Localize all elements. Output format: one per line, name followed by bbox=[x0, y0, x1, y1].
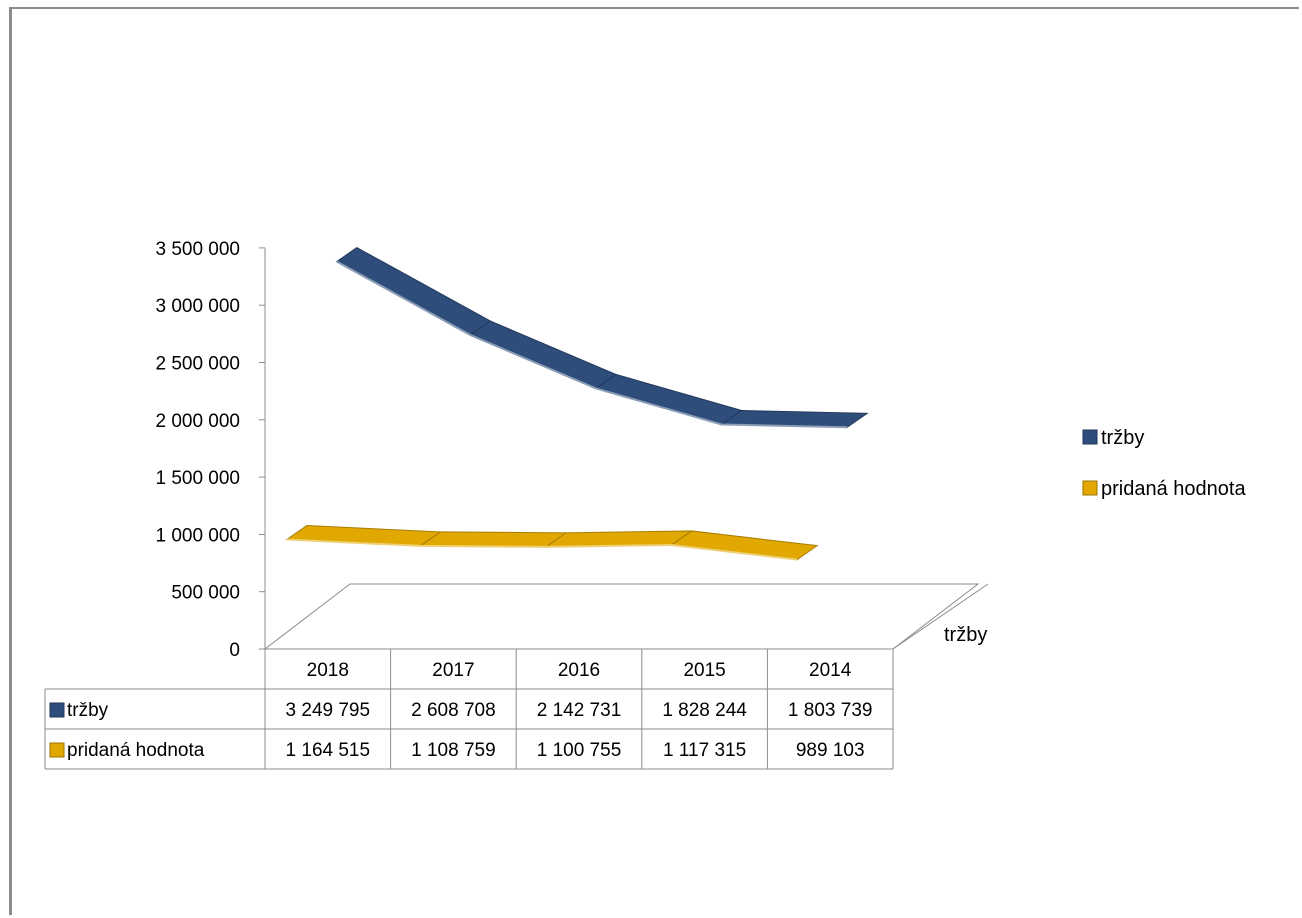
legend: tržby pridaná hodnota bbox=[1082, 427, 1246, 500]
y-tick-label: 1 000 000 bbox=[155, 525, 240, 546]
legend-label: pridaná hodnota bbox=[1101, 478, 1246, 500]
y-tick-label: 0 bbox=[229, 640, 240, 661]
table-legend-swatch bbox=[49, 742, 65, 758]
table-cell: 1 164 515 bbox=[286, 740, 371, 761]
table-cell: 989 103 bbox=[796, 740, 865, 761]
table-row-label: tržby bbox=[67, 700, 109, 721]
series-ribbon bbox=[335, 246, 869, 429]
y-tick-label: 3 000 000 bbox=[155, 296, 240, 317]
series-segment bbox=[469, 320, 618, 390]
series-ribbons bbox=[285, 246, 869, 561]
chart-frame bbox=[9, 7, 1299, 915]
series-segment bbox=[418, 531, 568, 548]
table-cell: 3 249 795 bbox=[286, 700, 371, 721]
series-ribbon bbox=[285, 525, 819, 561]
depth-axis-label: tržby bbox=[944, 624, 987, 646]
table-cell: 2 142 731 bbox=[537, 700, 622, 721]
x-category-label: 2018 bbox=[307, 660, 349, 681]
table-cell: 1 100 755 bbox=[537, 740, 622, 761]
y-tick-label: 2 000 000 bbox=[155, 411, 240, 432]
legend-swatch bbox=[1082, 429, 1098, 445]
series-segment bbox=[670, 530, 819, 561]
table-row-label: pridaná hodnota bbox=[67, 740, 205, 761]
x-category-label: 2016 bbox=[558, 660, 600, 681]
table-cell: 2 608 708 bbox=[411, 700, 496, 721]
x-category-label: 2015 bbox=[683, 660, 725, 681]
legend-swatch bbox=[1082, 480, 1098, 496]
table-cell: 1 117 315 bbox=[663, 740, 746, 761]
table-cell: 1 108 759 bbox=[411, 740, 496, 761]
x-category-label: 2014 bbox=[809, 660, 852, 681]
chart-floor bbox=[263, 583, 989, 650]
table-cell: 1 828 244 bbox=[662, 700, 747, 721]
table-cell: 1 803 739 bbox=[788, 700, 873, 721]
y-axis: 0 500 000 1 000 000 1 500 000 2 000 000 2 500… bbox=[155, 239, 266, 661]
depth-axis-line bbox=[892, 583, 989, 650]
series-segment bbox=[335, 246, 492, 336]
y-tick-label: 1 500 000 bbox=[155, 468, 240, 489]
data-table: 2018 2017 2016 2015 2014 tržby 3 249 795 2 608 … bbox=[44, 648, 894, 770]
legend-label: tržby bbox=[1101, 427, 1144, 449]
series-segment bbox=[594, 373, 743, 426]
y-tick-label: 2 500 000 bbox=[155, 354, 240, 375]
table-legend-swatch bbox=[49, 702, 65, 718]
chart-floor-plane bbox=[263, 583, 980, 650]
y-tick-label: 500 000 bbox=[171, 583, 240, 604]
y-tick-label: 3 500 000 bbox=[155, 239, 240, 260]
depth-axis: tržby bbox=[944, 624, 987, 646]
x-category-label: 2017 bbox=[432, 660, 474, 681]
